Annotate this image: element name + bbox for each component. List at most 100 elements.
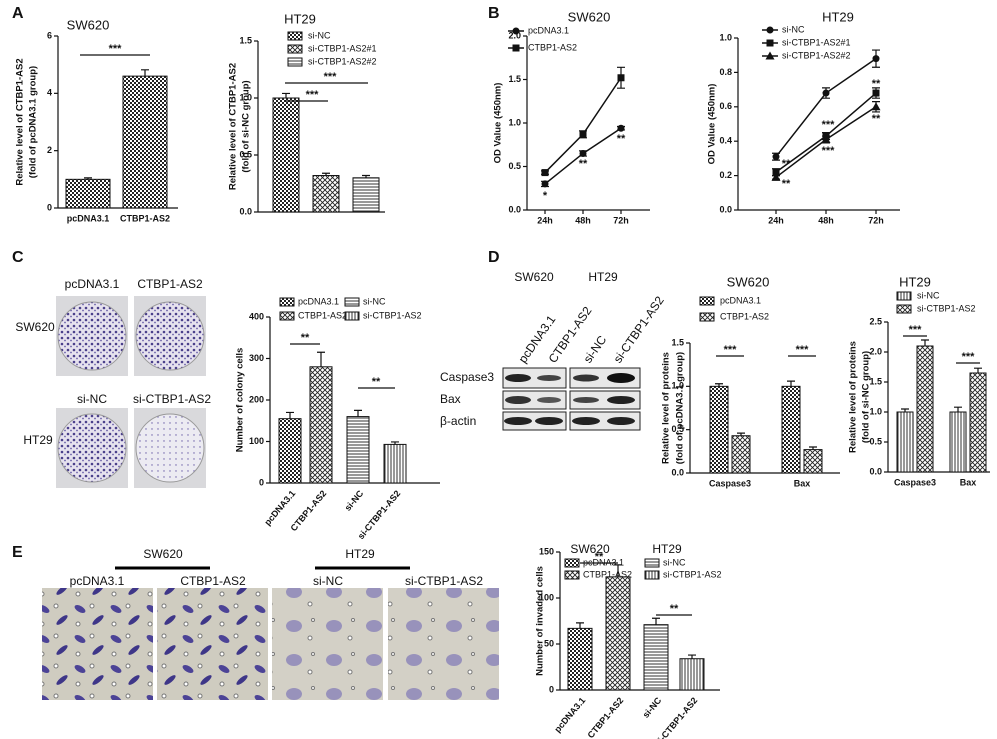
y-tick-label: 0.6 [719,101,732,111]
bar [567,627,593,691]
significance: ** [617,133,626,145]
bar [896,411,914,473]
marker [541,169,549,177]
bar [969,372,987,473]
blot-strip [502,390,567,410]
blot-strip [502,367,567,389]
blot-band [504,417,532,425]
legend-swatch [564,570,580,580]
legend-swatch [564,558,580,568]
significance: ** [595,551,604,563]
bar [383,443,407,484]
blot-band [607,417,635,425]
significance: ** [372,376,381,388]
x-tick-label: Caspase3 [709,478,751,488]
panel-letter: B [488,5,500,22]
error-bar [737,432,745,436]
blot-protein: Caspase3 [440,370,494,384]
colony-row-label: SW620 [15,320,55,334]
significance: *** [796,344,810,356]
bar [643,624,669,691]
legend-swatch [279,297,295,307]
chart-title: SW620 [727,274,770,289]
y-tick-label: 0.8 [719,67,732,77]
error-bar [974,367,982,373]
chart-title: SW620 [67,17,110,32]
bar [679,658,705,691]
legend-label: pcDNA3.1 [720,295,761,305]
legend-label: si-NC [917,290,940,300]
blot-band [573,374,599,382]
significance: ** [782,178,791,190]
invasion-photo [42,588,153,700]
y-tick-label: 1.5 [239,35,252,45]
y-tick-label: 1.0 [869,406,882,416]
y-tick-label: 0.5 [869,436,882,446]
marker [871,102,881,111]
blot-lane-label: si-CTBP1-AS2 [611,293,667,365]
y-tick-label: 2 [47,145,52,155]
legend-swatch [279,311,295,321]
marker [822,89,830,97]
colony-label: CTBP1-AS2 [137,277,203,291]
y-axis-label: (fold of pcDNA3.1 group) [28,66,39,178]
x-tick-label: CTBP1-AS2 [586,695,626,739]
y-tick-label: 0 [549,684,554,694]
colony-label: si-NC [77,392,107,406]
chart-title: HT29 [284,11,316,26]
marker [771,172,781,181]
y-tick-label: 200 [249,394,264,404]
legend-swatch [699,296,715,306]
y-tick-label: 400 [249,311,264,321]
y-tick-label: 2.0 [508,30,521,40]
blot-band [505,396,531,404]
marker [579,149,587,157]
panel-letter: E [12,544,23,561]
panel-letter: A [12,5,24,22]
invasion-photo [157,588,268,700]
error-bar [614,564,622,577]
y-tick-label: 300 [249,353,264,363]
significance: *** [822,119,836,131]
significance: *** [324,71,338,83]
colony-plate [135,301,205,371]
marker [766,26,774,34]
bar [916,345,934,473]
colony-images: pcDNA3.1 CTBP1-AS2 SW620 si-NC si-CTBP1-… [15,277,211,488]
error-bar [809,446,817,450]
legend-label: CTBP1-AS2 [720,311,769,321]
error-bar [652,617,660,625]
y-tick-label: 0 [47,202,52,212]
invasion-photo [272,588,383,700]
y-tick-label: 0.2 [719,170,732,180]
significance: *** [962,351,976,363]
x-tick-label: Bax [794,478,811,488]
error-bar [84,177,92,180]
y-tick-label: 1.5 [508,74,521,84]
y-axis-label: (fold of si-NC group) [861,351,872,443]
error-bar [354,409,362,417]
bar [709,385,729,474]
bar [122,75,168,209]
y-tick-label: 0.0 [671,467,684,477]
legend-title: SW620 [570,542,610,556]
marker [541,180,549,188]
marker [617,74,625,82]
y-axis-label: Relative level of CTBP1-AS2 [228,63,239,190]
y-axis-label: Relative level of proteins [661,352,672,464]
y-tick-label: 100 [249,436,264,446]
y-axis-label: OD Value (450nm) [493,83,504,164]
y-tick-label: 0.0 [508,204,521,214]
error-bar [688,654,696,659]
bar [731,435,751,474]
bar [312,175,340,213]
blot-strip [569,390,641,410]
legend-swatch [896,291,912,301]
bar [65,178,111,209]
marker [765,51,775,60]
legend-label: si-CTBP1-AS2#2 [308,56,377,66]
blot-band [607,373,635,383]
error-bar [322,172,330,176]
blot-strip [569,367,641,389]
legend-label: CTBP1-AS2 [528,42,577,52]
